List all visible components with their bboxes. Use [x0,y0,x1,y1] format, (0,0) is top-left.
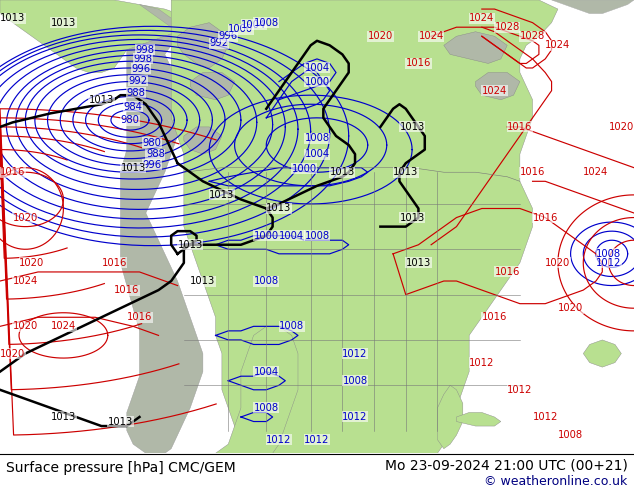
Text: Surface pressure [hPa] CMC/GEM: Surface pressure [hPa] CMC/GEM [6,461,236,475]
Text: 1024: 1024 [51,321,76,331]
Text: 1020: 1020 [545,258,571,268]
Text: 1024: 1024 [469,13,495,23]
Text: 1012: 1012 [596,258,621,268]
Text: 1008: 1008 [304,133,330,143]
Text: 988: 988 [127,88,146,98]
Polygon shape [552,0,634,14]
Text: 1016: 1016 [0,167,25,177]
Polygon shape [190,73,235,99]
Text: 1024: 1024 [418,31,444,41]
Text: 1020: 1020 [13,213,38,222]
Text: 1013: 1013 [51,412,76,422]
Text: 1000: 1000 [228,24,254,34]
Text: 1016: 1016 [127,312,152,322]
Text: 984: 984 [124,101,143,112]
Text: 980: 980 [143,138,162,148]
Text: 1016: 1016 [495,267,520,277]
Text: 996: 996 [219,31,238,41]
Text: 1008: 1008 [254,403,279,413]
Polygon shape [0,0,184,73]
Text: 1016: 1016 [520,167,545,177]
Polygon shape [178,23,228,68]
Text: 1016: 1016 [482,312,507,322]
Text: 1013: 1013 [406,258,431,268]
Text: 988: 988 [146,149,165,159]
Text: 1016: 1016 [533,213,558,222]
Text: 1000: 1000 [304,76,330,87]
Text: 1012: 1012 [469,358,495,368]
Text: 1012: 1012 [342,348,368,359]
Text: Mo 23-09-2024 21:00 UTC (00+21): Mo 23-09-2024 21:00 UTC (00+21) [385,458,628,472]
Text: 1013: 1013 [393,167,418,177]
Polygon shape [171,0,558,453]
Text: 1016: 1016 [101,258,127,268]
Text: 1013: 1013 [399,213,425,222]
Text: 1024: 1024 [583,167,609,177]
Polygon shape [437,385,463,449]
Text: 1013: 1013 [399,122,425,132]
Text: 1013: 1013 [209,190,235,200]
Text: 1000: 1000 [254,231,279,241]
Text: 1013: 1013 [108,416,133,426]
Text: 1012: 1012 [342,412,368,422]
Text: 998: 998 [133,54,152,64]
Text: 1012: 1012 [507,385,533,395]
Text: 1004: 1004 [254,367,279,377]
Text: 980: 980 [120,115,139,125]
Text: 1024: 1024 [13,276,38,286]
Text: 1008: 1008 [279,321,304,331]
Text: 1008: 1008 [342,376,368,386]
Text: 1013: 1013 [330,167,355,177]
Text: 1008: 1008 [304,231,330,241]
Text: 1020: 1020 [19,258,44,268]
Polygon shape [456,413,501,426]
Text: 1020: 1020 [0,348,25,359]
Polygon shape [120,4,203,453]
Text: 1013: 1013 [266,203,292,214]
Text: 1013: 1013 [0,13,25,23]
Text: 1024: 1024 [482,86,507,96]
Text: 1020: 1020 [368,31,393,41]
Text: 1020: 1020 [609,122,634,132]
Text: 1013: 1013 [51,18,76,27]
Text: 1004: 1004 [304,63,330,73]
Text: 1000: 1000 [292,164,317,173]
Polygon shape [583,340,621,367]
Text: 1016: 1016 [114,285,139,295]
Text: 992: 992 [209,38,228,48]
Polygon shape [476,73,520,99]
Text: © weatheronline.co.uk: © weatheronline.co.uk [484,475,628,489]
Text: 1013: 1013 [178,240,203,250]
Text: 1028: 1028 [495,22,520,32]
Text: 1012: 1012 [304,435,330,444]
Text: 1020: 1020 [558,303,583,313]
Text: 996: 996 [143,160,162,170]
Text: 1004: 1004 [241,20,266,30]
Text: 1012: 1012 [533,412,558,422]
Text: 996: 996 [131,64,150,74]
Text: 1008: 1008 [596,249,621,259]
Text: 1013: 1013 [120,163,146,172]
Text: 1013: 1013 [190,276,216,286]
Polygon shape [444,32,507,64]
Text: 1012: 1012 [266,435,292,444]
Polygon shape [184,127,222,154]
Text: 998: 998 [135,45,154,55]
Text: 1020: 1020 [13,321,38,331]
Text: 1004: 1004 [279,231,304,241]
Polygon shape [216,326,298,453]
Text: 1016: 1016 [406,58,431,69]
Text: 1016: 1016 [507,122,533,132]
Text: 1008: 1008 [254,276,279,286]
Text: 1028: 1028 [520,31,545,41]
Text: 1008: 1008 [558,430,583,440]
Text: 1004: 1004 [304,149,330,159]
Text: 1024: 1024 [545,40,571,50]
Text: 992: 992 [129,75,148,86]
Text: 1013: 1013 [89,95,114,105]
Text: 1008: 1008 [254,18,279,27]
